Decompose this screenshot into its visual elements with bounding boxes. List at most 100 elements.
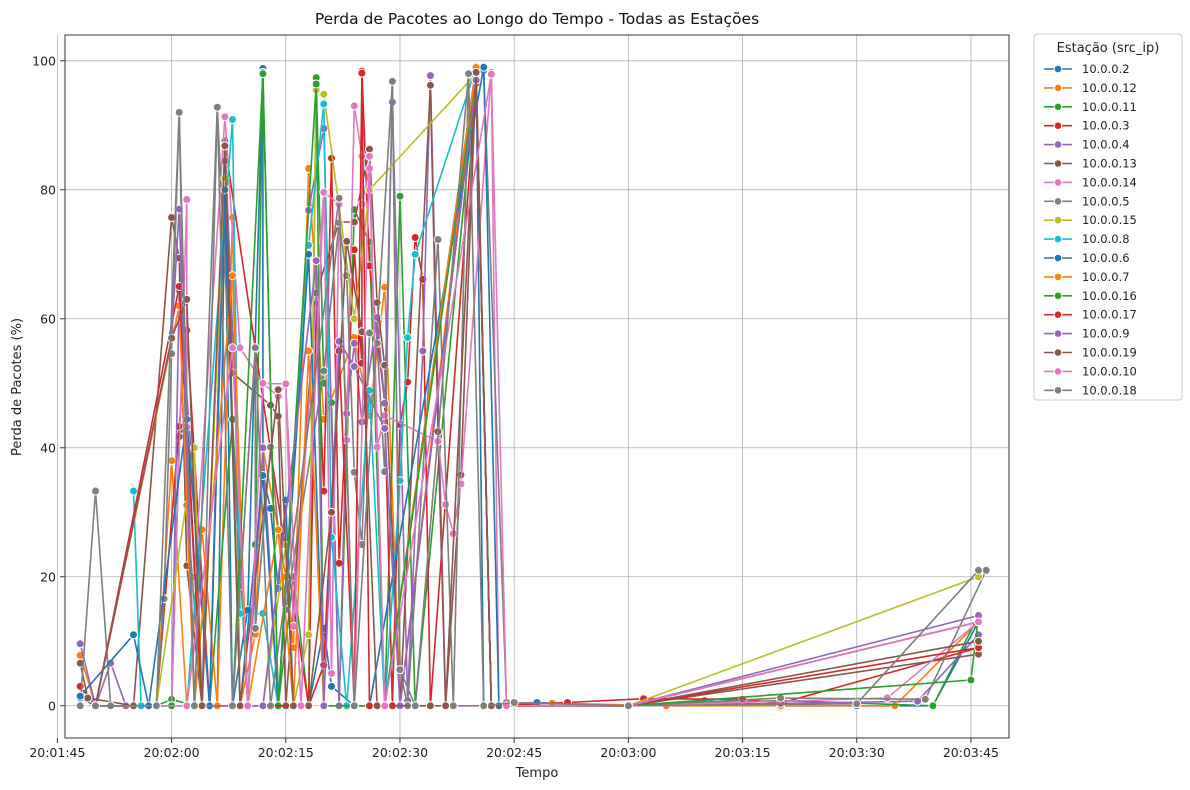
data-point [928, 701, 938, 711]
legend-swatch-marker [1053, 64, 1063, 74]
legend-swatch-marker [1053, 83, 1063, 93]
legend-label: 10.0.0.6 [1082, 251, 1130, 265]
legend-label: 10.0.0.18 [1082, 383, 1137, 397]
y-tick-label: 20 [40, 569, 56, 584]
data-point [882, 693, 892, 703]
data-point [258, 378, 268, 388]
x-tick-label: 20:02:45 [486, 745, 542, 760]
data-point [479, 62, 489, 72]
x-tick-label: 20:02:00 [144, 745, 200, 760]
legend-swatch-marker [1053, 234, 1063, 244]
data-point [167, 333, 177, 343]
legend-label: 10.0.0.2 [1082, 62, 1130, 76]
legend-item: 10.0.0.14 [1044, 175, 1137, 189]
data-point [852, 699, 862, 709]
data-point [425, 71, 435, 81]
data-point [365, 185, 374, 195]
data-point [380, 701, 390, 711]
data-point [974, 617, 983, 627]
legend-swatch-marker [1053, 253, 1063, 263]
legend-item: 10.0.0.6 [1044, 251, 1130, 265]
data-point [75, 658, 85, 668]
legend-label: 10.0.0.13 [1082, 157, 1137, 171]
data-point [966, 675, 976, 685]
data-point [129, 486, 138, 496]
legend-label: 10.0.0.19 [1082, 346, 1137, 360]
data-point [410, 701, 420, 711]
data-point [365, 328, 374, 338]
data-point [372, 701, 382, 711]
data-point [920, 694, 930, 704]
legend-item: 10.0.0.16 [1044, 289, 1137, 303]
data-point [319, 701, 329, 711]
y-axis-title: Perda de Pacotes (%) [10, 318, 25, 456]
data-point [509, 698, 519, 707]
y-tick-label: 0 [48, 698, 56, 713]
x-tick-label: 20:03:15 [714, 745, 770, 760]
data-point [228, 701, 237, 711]
data-point [304, 701, 314, 711]
data-point [281, 379, 291, 389]
data-point [106, 658, 116, 668]
data-point [304, 630, 314, 640]
legend-swatch-marker [1053, 102, 1063, 112]
series-line [95, 73, 979, 707]
legend-label: 10.0.0.3 [1082, 119, 1130, 133]
legend-label: 10.0.0.14 [1082, 175, 1137, 189]
data-point [365, 151, 374, 161]
data-point [349, 701, 359, 711]
data-point [448, 701, 458, 711]
data-point [327, 669, 336, 678]
legend-swatch-marker [1053, 386, 1063, 395]
legend-items: 10.0.0.2 10.0.0.12 10.0.0.11 10.0.0.3 10.0.0… [1044, 62, 1137, 397]
data-point [319, 89, 329, 99]
x-tick-label: 20:02:15 [258, 745, 314, 760]
data-point [273, 385, 283, 395]
data-point [75, 691, 85, 701]
legend-swatch-marker [1053, 329, 1063, 338]
data-point [395, 191, 405, 201]
data-point [890, 701, 900, 711]
chart-title: Perda de Pacotes ao Longo do Tempo - Tod… [315, 10, 759, 28]
legend-label: 10.0.0.8 [1082, 232, 1130, 246]
legend-item: 10.0.0.17 [1044, 308, 1137, 322]
data-point [182, 701, 192, 711]
legend-label: 10.0.0.5 [1082, 194, 1130, 208]
data-point [403, 333, 413, 342]
data-point [288, 701, 298, 711]
data-point [387, 76, 397, 86]
data-point [974, 636, 983, 646]
legend-label: 10.0.0.10 [1082, 364, 1137, 378]
legend-item: 10.0.0.7 [1044, 270, 1130, 284]
data-point [334, 558, 344, 568]
legend-swatch-marker [1053, 178, 1063, 187]
legend-item: 10.0.0.11 [1044, 100, 1137, 114]
legend-item: 10.0.0.5 [1044, 194, 1130, 208]
data-point [83, 693, 93, 703]
data-point [129, 630, 138, 640]
data-point [182, 195, 192, 204]
data-point [425, 701, 435, 711]
data-point [189, 701, 199, 711]
data-point [380, 398, 390, 408]
data-point [471, 67, 481, 77]
data-point [75, 681, 85, 691]
plot-frame [64, 34, 1010, 739]
x-tick-label: 20:01:45 [29, 745, 85, 760]
data-point [974, 565, 983, 575]
data-point [220, 185, 230, 195]
legend-title: Estação (src_ip) [1057, 41, 1160, 56]
legend-item: 10.0.0.15 [1044, 213, 1137, 227]
data-point [228, 115, 237, 124]
data-point [319, 99, 329, 109]
series-10.0.0.19 [91, 67, 983, 711]
series-10.0.0.18 [91, 69, 983, 711]
legend-item: 10.0.0.4 [1044, 138, 1130, 152]
y-tick-label: 100 [32, 53, 56, 68]
legend-swatch-marker [1053, 140, 1063, 149]
data-point [235, 701, 245, 711]
x-tick-label: 20:03:45 [943, 745, 999, 760]
data-point [349, 314, 359, 324]
data-point [327, 681, 336, 691]
legend-label: 10.0.0.15 [1082, 213, 1137, 227]
